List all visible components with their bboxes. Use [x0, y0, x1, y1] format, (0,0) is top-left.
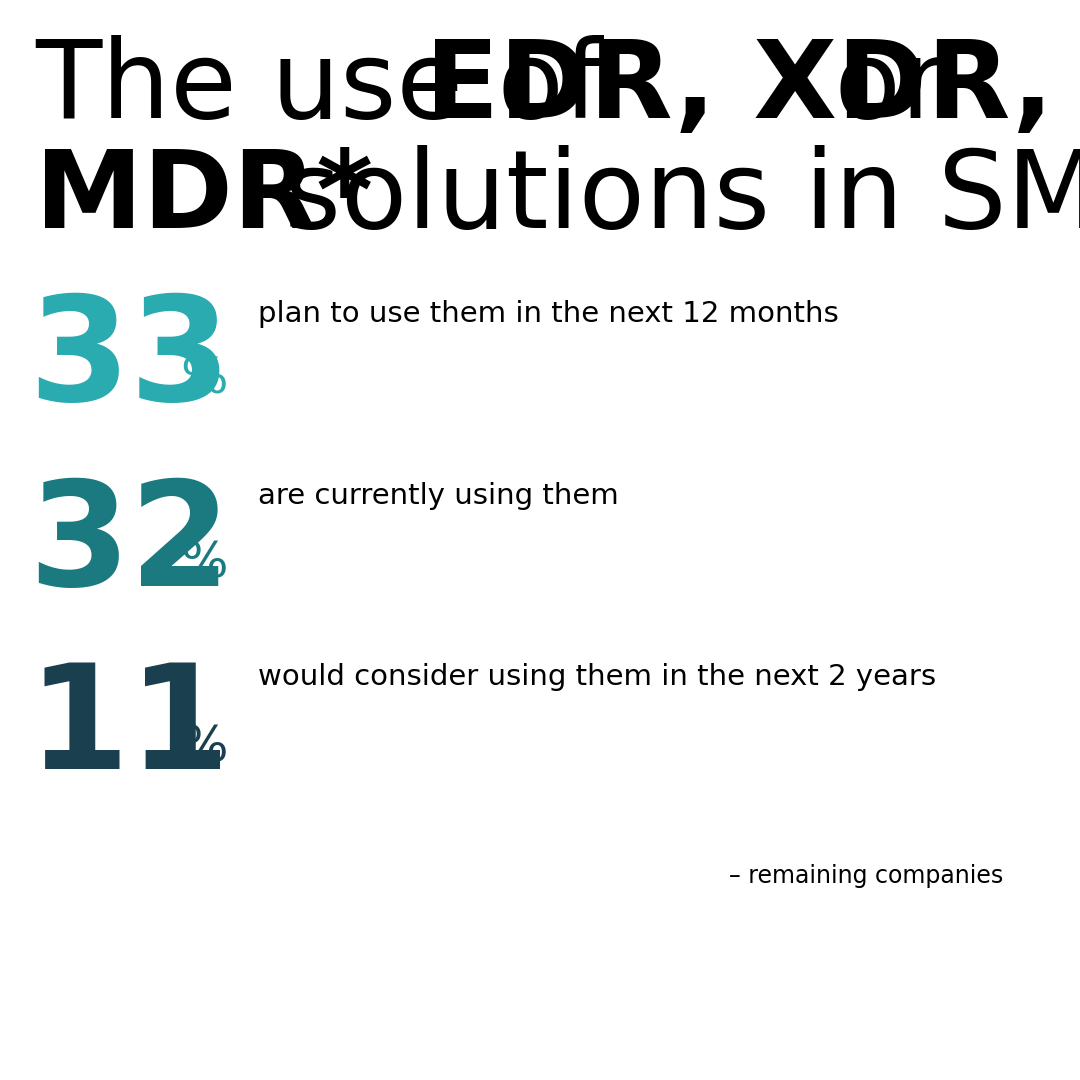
Text: %: % — [180, 355, 228, 403]
Text: or: or — [800, 35, 945, 141]
Text: 33: 33 — [28, 291, 231, 431]
Text: The use of: The use of — [35, 35, 636, 141]
Text: solutions in SMBs: solutions in SMBs — [249, 145, 1080, 251]
Text: – remaining companies: – remaining companies — [729, 864, 1003, 888]
Text: = Endpoint detection and response: = Endpoint detection and response — [540, 906, 991, 930]
Text: would consider using them in the next 2 years: would consider using them in the next 2 … — [258, 663, 936, 691]
Text: 11: 11 — [28, 658, 231, 799]
Text: %: % — [180, 723, 228, 771]
Text: %: % — [180, 540, 228, 588]
Text: ESET SMB Digital Security Survey.: ESET SMB Digital Security Survey. — [540, 1016, 901, 1036]
Text: plan to use them in the next 12 months: plan to use them in the next 12 months — [258, 300, 839, 328]
Text: Respondents:: Respondents: — [378, 1040, 540, 1059]
Text: EDR, XDR,: EDR, XDR, — [426, 35, 1053, 141]
Text: *EDR: *EDR — [470, 906, 540, 930]
Text: MDR*: MDR* — [35, 145, 373, 251]
Text: = Extended detection and response: = Extended detection and response — [540, 940, 999, 964]
Text: XDR: XDR — [481, 940, 540, 964]
Text: 1200+ companies with 25–500 employees in North America and Europe. July 2022.: 1200+ companies with 25–500 employees in… — [540, 1040, 1080, 1059]
Text: are currently using them: are currently using them — [258, 482, 619, 510]
Text: = Managed detection and response: = Managed detection and response — [540, 974, 995, 998]
Text: MDR: MDR — [475, 974, 540, 998]
Text: 32: 32 — [28, 475, 231, 616]
Text: Source:: Source: — [450, 1016, 540, 1036]
